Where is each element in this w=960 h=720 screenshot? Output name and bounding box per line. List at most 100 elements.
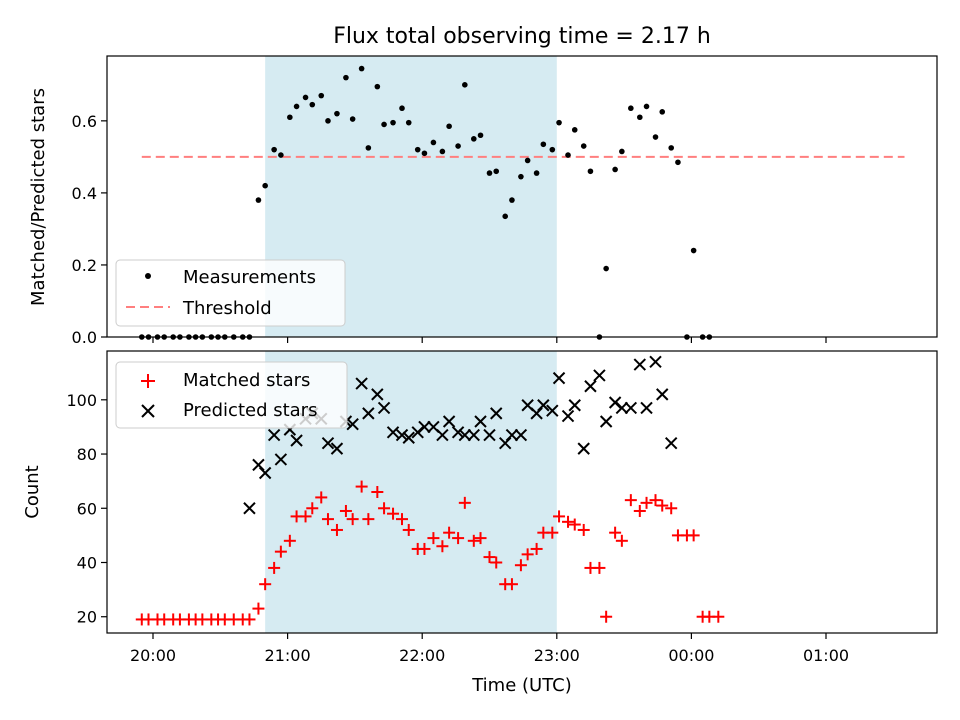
measurement-point [446,123,452,130]
bottom-legend: Matched stars Predicted stars [115,361,348,429]
predicted-star-point [568,399,581,412]
matched-star-point [530,542,543,555]
predicted-star-point [371,388,384,401]
measurement-point [365,145,372,151]
matched-star-point [452,532,465,545]
matched-star-point [490,556,503,569]
matched-star-point [306,502,319,515]
measurement-point [603,265,609,272]
matched-star-point [418,542,431,555]
bot-y-tick-label: 40 [77,554,97,573]
measurement-point [675,159,681,166]
matched-star-point [371,486,384,498]
matched-star-point [362,513,375,526]
bot-y-tick-label: 60 [77,499,97,518]
measurement-point [271,146,277,153]
matched-star-point [443,526,456,539]
matched-star-point [387,507,400,520]
measurement-point [509,197,515,203]
matched-star-point [268,561,281,574]
matched-star-point [355,480,368,493]
legend-measurements-label: Measurements [183,267,316,288]
measurement-point [619,148,625,155]
matched-star-point [402,523,415,536]
predicted-star-point [362,407,375,420]
legend-predicted-marker [141,404,155,418]
predicted-star-markers [243,355,678,515]
measurement-point [659,109,666,115]
top-legend-box [115,259,346,327]
matched-star-point [633,504,646,517]
matched-star-point [427,532,440,545]
measurement-point [486,170,493,176]
measurement-point [421,150,428,157]
measurement-point [374,83,381,90]
predicted-star-point [624,401,638,415]
predicted-star-point [377,401,391,415]
predicted-star-point [330,442,344,455]
predicted-star-point [561,409,575,423]
measurement-point [399,105,405,112]
predicted-star-point [386,426,400,439]
top-y-tick-label: 0.4 [72,184,97,203]
matched-star-point [593,561,606,574]
predicted-star-point [640,401,653,415]
predicted-star-point [577,442,590,455]
x-tick-label: 20:00 [130,646,176,665]
matched-star-point [299,510,312,523]
measurement-point [343,74,349,81]
bot-y-tick-label: 20 [77,608,97,627]
predicted-star-point [395,428,409,442]
bottom-y-axis-label: Count [22,465,43,518]
bottom-panel: 20 40 60 80 100 20:00 21:00 22:00 23:00 00:00 01:… [22,350,938,696]
x-tick-label: 00:00 [668,646,714,665]
measurement-point [628,105,634,112]
predicted-star-point [258,466,272,480]
measurement-point [518,173,524,180]
matched-star-point [315,491,328,504]
predicted-star-point [665,436,678,450]
bottom-legend-box [115,361,348,429]
matched-star-point [474,532,487,545]
matched-star-point [665,502,678,515]
predicted-star-point [355,377,368,390]
matched-star-point [483,551,496,564]
x-axis-label: Time (UTC) [471,675,572,696]
measurement-point [390,119,396,126]
measurement-point [430,139,437,146]
matched-star-point [514,559,527,572]
matched-star-point [553,510,566,523]
measurement-point [690,247,697,254]
measurement-point [612,166,618,173]
legend-measurements-marker [145,273,151,279]
measurement-point [414,146,421,153]
matched-star-point [609,526,622,539]
matched-star-point [467,534,480,547]
predicted-star-point [402,431,415,444]
predicted-star-point [346,418,359,431]
matched-star-point [283,534,296,547]
top-legend: Measurements Threshold [115,259,346,327]
predicted-star-point [546,404,559,417]
bottom-x-ticks: 20:00 21:00 22:00 23:00 00:00 01:00 [130,633,849,665]
measurement-point [405,119,412,126]
matched-star-point [712,610,725,623]
measurement-point [278,152,284,158]
predicted-star-point [418,420,431,434]
predicted-star-point [290,434,303,447]
legend-threshold-label: Threshold [182,298,272,319]
measurement-point [462,82,468,88]
measurement-point [549,146,556,153]
x-tick-label: 21:00 [265,646,311,665]
measurement-point [318,92,325,99]
measurement-point [637,114,643,121]
matched-star-point [600,610,613,623]
matched-star-point [568,518,581,531]
measurement-point [349,116,356,122]
matched-star-point [640,496,653,509]
legend-matched-marker [141,374,155,388]
top-panel: 0.0 0.2 0.4 0.6 Matched/Predicted stars Mea… [28,55,938,347]
matched-star-point [378,502,391,515]
bottom-axes-frame [106,350,938,634]
